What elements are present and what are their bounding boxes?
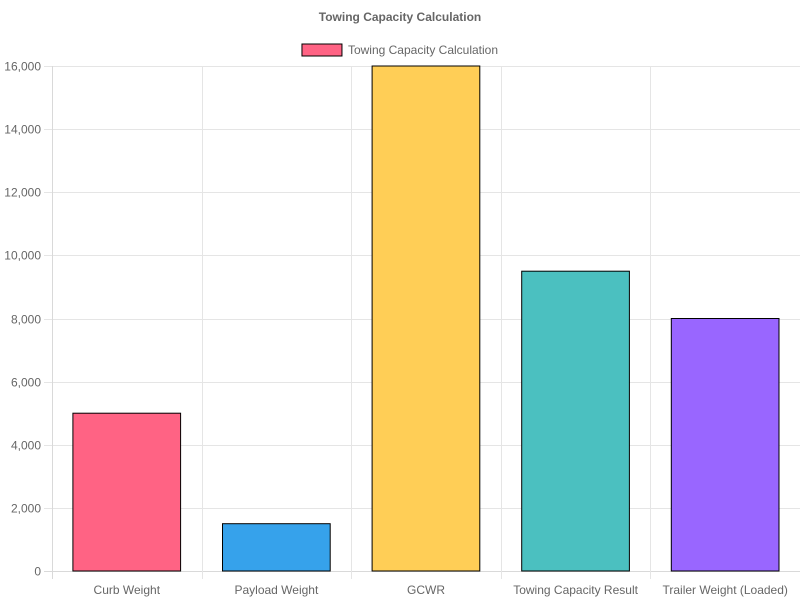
legend-label: Towing Capacity Calculation <box>348 43 498 57</box>
y-tick-label: 14,000 <box>4 123 41 137</box>
bar-towing-capacity-result[interactable] <box>521 270 630 572</box>
bar-gcwr[interactable] <box>371 65 481 572</box>
bar-trailer-weight-loaded[interactable] <box>670 318 780 572</box>
x-tick-label: Towing Capacity Result <box>513 583 638 597</box>
y-tick-label: 4,000 <box>11 439 41 453</box>
x-tick-label: GCWR <box>407 583 445 597</box>
legend[interactable]: Towing Capacity Calculation <box>301 43 498 57</box>
y-tick-label: 10,000 <box>4 249 41 263</box>
y-tick-label: 6,000 <box>11 376 41 390</box>
x-axis: Curb Weight Payload Weight GCWR Towing Capa… <box>94 583 788 597</box>
x-tick-label: Trailer Weight (Loaded) <box>663 583 788 597</box>
y-tick-label: 12,000 <box>4 186 41 200</box>
x-tick-label: Payload Weight <box>234 583 318 597</box>
y-tick-label: 8,000 <box>11 313 41 327</box>
y-axis: 0 2,000 4,000 6,000 8,000 10,000 12,000 14,000 1… <box>4 60 41 579</box>
bar-curb-weight[interactable] <box>72 412 182 572</box>
legend-swatch <box>301 43 343 57</box>
x-tick-label: Curb Weight <box>94 583 161 597</box>
chart-title: Towing Capacity Calculation <box>319 10 481 24</box>
bars <box>72 65 780 572</box>
bar-payload-weight[interactable] <box>222 523 331 572</box>
y-tick-label: 2,000 <box>11 502 41 516</box>
y-tick-label: 16,000 <box>4 60 41 74</box>
y-tick-label: 0 <box>34 565 41 579</box>
